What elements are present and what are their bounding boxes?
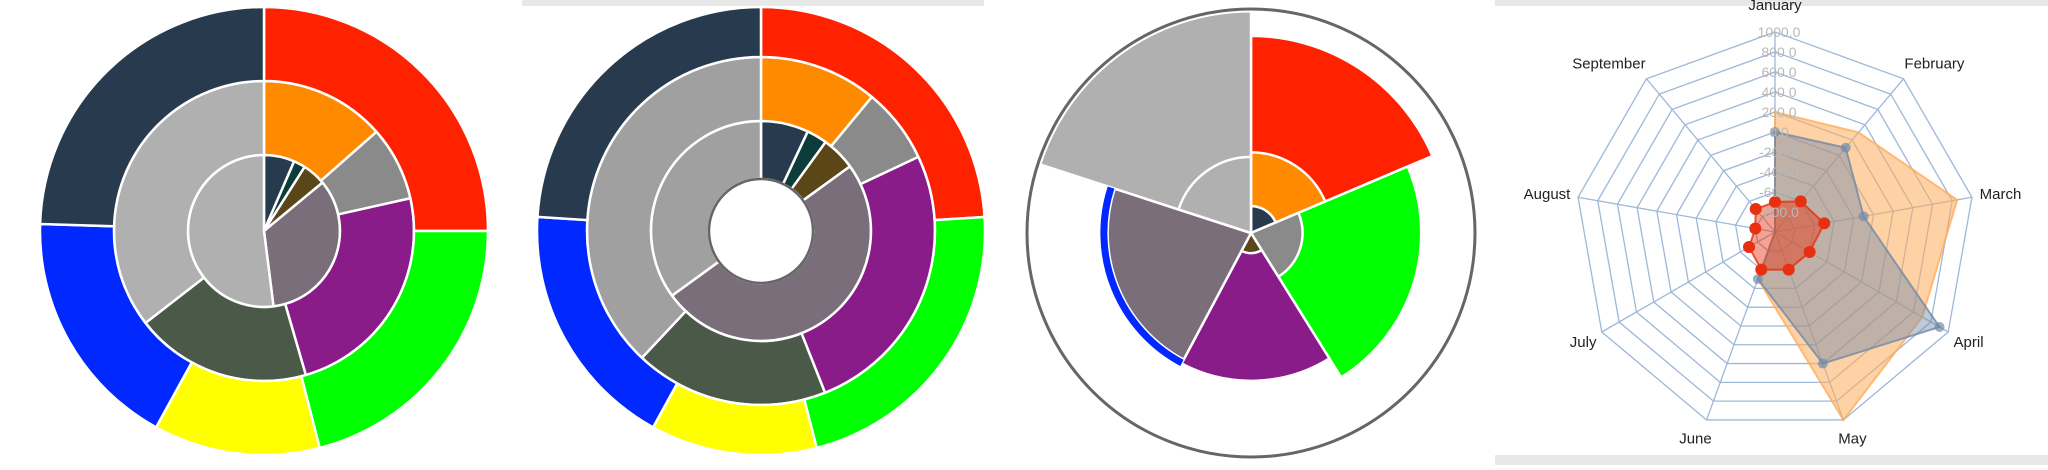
radar-tick-label-2: 800.0 <box>1761 44 1796 60</box>
radar-category-label-4: April <box>1954 334 1984 351</box>
radar-series-3-point-9 <box>1749 203 1762 216</box>
radar-series-2-point-4 <box>1934 322 1945 332</box>
radar-series-3-point-6 <box>1755 263 1768 276</box>
radar-tick-label-1: 1000.0 <box>1758 24 1801 40</box>
radar-tick-label-10: -800.0 <box>1759 204 1799 220</box>
radar-tick-label-8: -400.0 <box>1759 164 1799 180</box>
radar-web-ring-9 <box>1597 51 1953 402</box>
nightingale-wedge-6 <box>1249 211 1304 279</box>
radar-category-label-7: July <box>1570 334 1597 351</box>
nightingale-outer-ring <box>1025 7 1477 459</box>
radar-tick-label-9: -600.0 <box>1759 184 1799 200</box>
sunburst-chart-1-svg <box>38 5 490 457</box>
radar-series-2-point-1 <box>1770 127 1780 137</box>
sunburst-2-outer-segment-5 <box>536 5 763 222</box>
nightingale-chart-svg <box>1025 7 1477 459</box>
radar-tick-label-7: -200.0 <box>1759 144 1799 160</box>
radar-series-2-area <box>1756 130 1942 365</box>
radar-tick-label-5: 200.0 <box>1761 104 1796 120</box>
radar-tick-label-4: 400.0 <box>1761 84 1796 100</box>
sunburst-chart-2 <box>522 0 987 465</box>
radar-category-label-1: January <box>1748 0 1802 14</box>
radar-category-label-6: June <box>1679 431 1712 448</box>
radar-category-label-2: February <box>1904 55 1965 72</box>
sunburst-chart-1 <box>0 0 522 465</box>
sunburst-1-outer-segment-1 <box>262 5 490 233</box>
sunburst-2-center-hole <box>707 177 815 285</box>
nightingale-chart <box>1008 0 1495 465</box>
radar-spoke-8 <box>1577 196 1776 233</box>
sunburst-1-outer-segment-5 <box>38 5 266 228</box>
panel-top-bar-4 <box>1495 0 2048 6</box>
radar-web-ring-10 <box>1577 31 1973 421</box>
radar-series-3-point-1 <box>1769 196 1781 208</box>
radar-series-2-point-2 <box>1840 142 1851 153</box>
panel-bottom-bar-4 <box>1495 455 2048 465</box>
radar-series-3-point-2 <box>1794 195 1807 208</box>
nightingale-wedge-9 <box>1106 187 1253 362</box>
nightingale-blue-arc <box>1100 186 1184 366</box>
radar-category-label-9: September <box>1572 55 1645 72</box>
radar-series-3-point-8 <box>1749 222 1762 235</box>
radar-series-3-point-4 <box>1803 246 1816 258</box>
radar-web-ring-8 <box>1616 71 1934 384</box>
radar-category-label-5: May <box>1838 431 1867 448</box>
radar-series-2-point-6 <box>1752 273 1763 284</box>
radar-tick-label-3: 600.0 <box>1761 64 1796 80</box>
panel-top-bar-2 <box>522 0 984 6</box>
radar-category-label-8: August <box>1524 186 1572 203</box>
radar-series-2-point-5 <box>1817 358 1828 369</box>
radar-chart: 1000.0 800.0 600.0 400.0 200.0 0.0 -200.0 -400.… <box>1495 0 2048 465</box>
nightingale-wedge-11 <box>1176 155 1253 235</box>
radar-series-2-point-3 <box>1858 211 1869 222</box>
radar-series-3-point-3 <box>1818 217 1831 230</box>
sunburst-chart-2-svg <box>535 5 987 457</box>
radar-category-label-3: March <box>1980 186 2022 203</box>
nightingale-wedge-7 <box>1179 230 1332 383</box>
radar-series-3-point-7 <box>1743 241 1756 253</box>
radar-chart-svg: 1000.0 800.0 600.0 400.0 200.0 0.0 -200.0 -400.… <box>1524 0 2022 448</box>
radar-series-3-point-5 <box>1782 263 1795 276</box>
radar-tick-label-6: 0.0 <box>1769 124 1789 140</box>
